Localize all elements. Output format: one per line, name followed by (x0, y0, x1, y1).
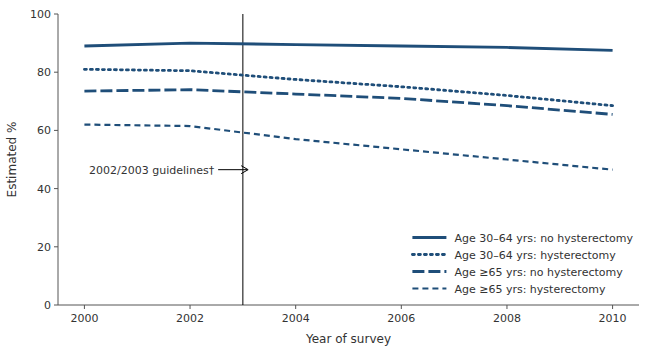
x-tick (295, 305, 296, 309)
y-tick-label: 80 (37, 66, 51, 79)
annotation-arrow (218, 169, 247, 170)
x-tick-label: 2004 (282, 312, 310, 325)
x-tick (612, 305, 613, 309)
x-tick-label: 2000 (70, 312, 98, 325)
annotation-arrowhead (241, 166, 248, 174)
y-tick-label: 60 (37, 124, 51, 137)
x-axis-line (58, 305, 639, 306)
y-tick (54, 246, 58, 247)
x-tick-label: 2006 (387, 312, 415, 325)
legend-label: Age 30–64 yrs: hysterectomy (454, 249, 616, 262)
x-tick (190, 305, 191, 309)
axes: 2000 2002 2004 2006 2008 2010 0 20 40 60 80 100 (30, 8, 639, 325)
x-tick (401, 305, 402, 309)
legend-label: Age ≥65 yrs: hysterectomy (454, 283, 606, 296)
y-axis-line (58, 14, 59, 305)
vertical-line (242, 14, 243, 305)
x-axis-label: Year of survey (305, 332, 391, 346)
y-tick-label: 40 (37, 183, 51, 196)
y-tick (54, 130, 58, 131)
legend-swatch (412, 270, 446, 273)
legend-swatch (412, 253, 446, 256)
x-tick (506, 305, 507, 309)
y-tick-label: 100 (30, 8, 51, 21)
x-tick (84, 305, 85, 309)
legend: Age 30–64 yrs: no hysterectomy Age 30–64 … (412, 232, 633, 296)
annotations: 2002/2003 guidelines† (89, 164, 248, 177)
chart: 2000 2002 2004 2006 2008 2010 0 20 40 60 80 100 Year… (0, 0, 655, 351)
legend-label: Age ≥65 yrs: no hysterectomy (454, 266, 623, 279)
series-line (84, 69, 612, 105)
x-tick-label: 2010 (599, 312, 627, 325)
legend-swatch (412, 287, 446, 289)
legend-swatch (412, 236, 446, 239)
legend-label: Age 30–64 yrs: no hysterectomy (454, 232, 633, 245)
y-tick (54, 72, 58, 73)
series-line (84, 43, 612, 50)
y-tick-label: 0 (44, 299, 51, 312)
x-tick-label: 2008 (493, 312, 521, 325)
series-line (84, 90, 612, 115)
y-axis-label: Estimated % (5, 122, 19, 198)
y-tick (54, 188, 58, 189)
y-tick-label: 20 (37, 241, 51, 254)
y-tick (54, 305, 58, 306)
x-tick-label: 2002 (176, 312, 204, 325)
y-tick (54, 14, 58, 15)
annotation-text: 2002/2003 guidelines† (89, 164, 215, 177)
